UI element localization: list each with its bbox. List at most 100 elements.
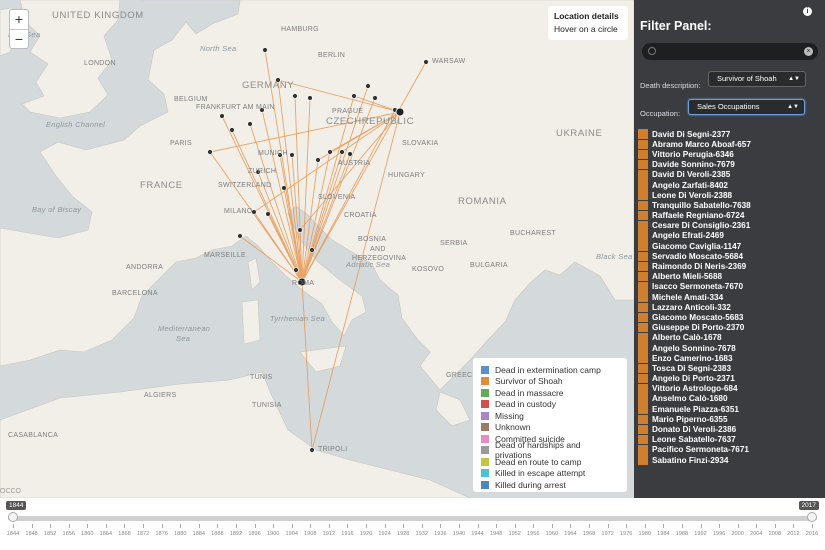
person-list-item[interactable]: Giuseppe Di Porto-2370 (638, 322, 818, 333)
person-marker (638, 149, 648, 160)
location-circle[interactable] (309, 447, 315, 453)
legend: Dead in extermination camp Survivor of Sh… (473, 358, 627, 492)
location-circle[interactable] (327, 149, 333, 155)
person-list-item[interactable]: Lazzaro Anticoli-332 (638, 302, 818, 313)
person-list-item[interactable]: Angelo Zarfati-8402 (638, 180, 818, 190)
map-attribution: OCCO (0, 488, 21, 495)
clear-icon[interactable]: × (804, 47, 813, 56)
location-circle[interactable] (265, 211, 271, 217)
person-list-item[interactable]: Alberto Mieli-5688 (638, 271, 818, 282)
location-circle[interactable] (347, 151, 353, 157)
location-circle[interactable] (207, 149, 213, 155)
person-marker (638, 434, 648, 445)
person-list-item[interactable]: Enzo Camerino-1683 (638, 353, 818, 363)
timeline-tick (328, 524, 330, 528)
search-input[interactable]: × (642, 43, 818, 60)
person-list-item[interactable]: Tranquillo Sabatello-7638 (638, 200, 818, 211)
person-list-item[interactable]: Tosca Di Segni-2383 (638, 363, 818, 374)
person-marker (638, 210, 648, 221)
location-circle[interactable] (372, 95, 378, 101)
person-list-item[interactable]: Mario Piperno-6355 (638, 414, 818, 425)
zoom-control[interactable]: + − (9, 9, 29, 49)
location-circle[interactable] (262, 47, 268, 53)
location-circle[interactable] (281, 185, 287, 191)
person-list-item[interactable]: Leone Di Veroli-2388 (638, 190, 818, 200)
zoom-in-button[interactable]: + (14, 11, 24, 27)
person-list-item[interactable]: Emanuele Piazza-6351 (638, 404, 818, 414)
person-list-item[interactable]: Raffaele Regniano-6724 (638, 210, 818, 221)
person-list-item[interactable]: Giacomo Caviglia-1147 (638, 241, 818, 251)
person-list-item[interactable]: Angelo Efrati-2469 (638, 231, 818, 241)
location-circle[interactable] (351, 93, 357, 99)
location-circle[interactable] (237, 233, 243, 239)
person-list-item[interactable]: Davide Sonnino-7679 (638, 159, 818, 170)
timeline-tick (143, 524, 145, 528)
location-circle[interactable] (247, 121, 253, 127)
person-list-item[interactable]: Giacomo Moscato-5683 (638, 312, 818, 323)
timeline-range[interactable] (12, 516, 813, 521)
location-circle[interactable] (251, 209, 257, 215)
legend-label: Missing (495, 410, 524, 421)
timeline-tick (384, 524, 386, 528)
location-circle[interactable] (395, 107, 405, 117)
person-list-item[interactable]: Isacco Sermoneta-7670 (638, 282, 818, 292)
person-name: Leone Sabatello-7637 (652, 435, 736, 445)
location-circle[interactable] (229, 127, 235, 133)
person-list-item[interactable]: Angelo Sonnino-7678 (638, 343, 818, 353)
route-line (239, 235, 303, 283)
location-circle[interactable] (309, 247, 315, 253)
location-circle[interactable] (293, 267, 299, 273)
timeline-end-handle[interactable] (807, 512, 817, 522)
person-list-item[interactable]: Michele Amati-334 (638, 292, 818, 302)
person-name: Isacco Sermoneta-7670 (652, 282, 744, 292)
person-list-item[interactable]: David Di Segni-2377 (638, 129, 818, 139)
person-list-item[interactable]: Pacifico Sermoneta-7671 (638, 445, 818, 455)
timeline-tick-label: 1916 (341, 531, 354, 537)
person-name: Vittorio Perugia-6346 (652, 149, 734, 159)
location-circle[interactable] (259, 107, 265, 113)
person-list-item[interactable]: Donato Di Veroli-2386 (638, 424, 818, 435)
location-circle[interactable] (289, 152, 295, 158)
person-name: Mario Piperno-6355 (652, 414, 728, 424)
timeline-start-handle[interactable] (8, 512, 18, 522)
person-list-item[interactable]: Vittorio Astrologo-684 (638, 384, 818, 394)
location-circle[interactable] (292, 93, 298, 99)
route-line (301, 97, 311, 283)
location-circle[interactable] (307, 95, 313, 101)
zoom-out-button[interactable]: − (10, 29, 28, 48)
location-circle[interactable] (423, 59, 429, 65)
location-circle[interactable] (275, 77, 281, 83)
person-list-item[interactable]: Cesare Di Consiglio-2361 (638, 221, 818, 231)
info-icon[interactable]: i (803, 7, 812, 16)
person-list-item[interactable]: Servadio Moscato-5684 (638, 251, 818, 262)
location-circle[interactable] (297, 277, 307, 287)
person-list-item[interactable]: Angelo Di Porto-2371 (638, 373, 818, 384)
place-label: MUNICH (258, 150, 288, 157)
person-list-item[interactable]: Anselmo Calò-1680 (638, 394, 818, 404)
location-circle[interactable] (365, 83, 371, 89)
timeline-tick-label: 1844 (6, 531, 20, 537)
location-circle[interactable] (219, 113, 225, 119)
location-circle[interactable] (315, 157, 321, 163)
person-list-item[interactable]: Vittorio Perugia-6346 (638, 149, 818, 160)
location-circles[interactable] (207, 47, 429, 453)
location-circle[interactable] (297, 227, 303, 233)
person-list-item[interactable]: Leone Sabatello-7637 (638, 434, 818, 445)
location-circle[interactable] (255, 169, 261, 175)
person-list-item[interactable]: Sabatino Finzi-2934 (638, 455, 818, 465)
location-circle[interactable] (339, 149, 345, 155)
person-list-item[interactable]: Raimondo Di Neris-2369 (638, 261, 818, 272)
chevron-updown-icon: ▲▼ (787, 104, 799, 110)
person-list-item[interactable]: Alberto Calò-1678 (638, 333, 818, 343)
person-marker (638, 261, 648, 272)
timeline-slider[interactable]: 1844 2017 1844 1848 1852 1856 1860 1864 1868 18… (0, 498, 825, 550)
person-list-item[interactable]: Abramo Marco Aboaf-657 (638, 139, 818, 150)
location-circle[interactable] (277, 152, 283, 158)
person-list-item[interactable]: David Di Veroli-2385 (638, 170, 818, 180)
death-description-select[interactable]: Survivor of Shoah ▲▼ (708, 71, 806, 87)
timeline-tick-label: 2008 (768, 531, 782, 537)
route-line (301, 159, 319, 283)
place-label: AUSTRIA (338, 160, 371, 167)
occupation-select[interactable]: Sales Occupations ▲▼ (688, 99, 805, 115)
